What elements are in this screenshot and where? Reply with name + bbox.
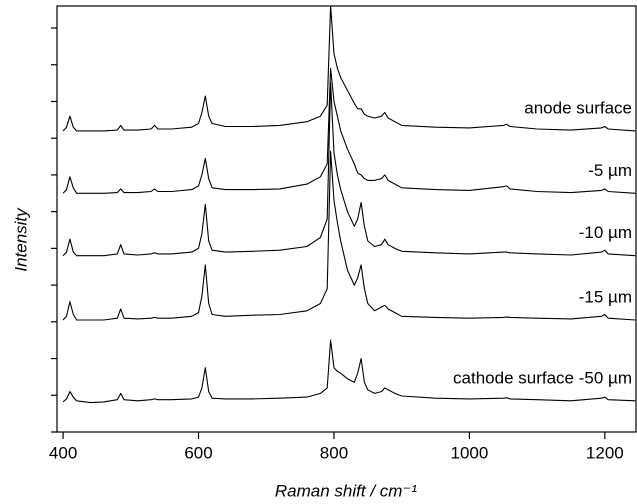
spectrum-line <box>62 82 636 257</box>
x-tick-label: 800 <box>320 443 348 462</box>
spectrum-line <box>62 5 636 132</box>
spectrum-line <box>62 67 636 194</box>
series-label: anode surface <box>524 98 632 117</box>
plot-frame <box>56 5 637 433</box>
x-tick-label: 400 <box>49 443 77 462</box>
series-label: cathode surface -50 µm <box>453 368 632 387</box>
series-label: -15 µm <box>579 287 632 306</box>
x-tick-label: 600 <box>184 443 212 462</box>
series-label: -10 µm <box>579 223 632 242</box>
spectrum-line <box>62 150 636 321</box>
x-axis-label: Raman shift / cm⁻¹ <box>275 481 418 500</box>
y-axis-label: Intensity <box>11 207 30 272</box>
series-label: -5 µm <box>588 161 632 180</box>
x-tick-label: 1000 <box>450 443 488 462</box>
x-tick-label: 1200 <box>586 443 624 462</box>
spectrum-line <box>62 339 636 404</box>
